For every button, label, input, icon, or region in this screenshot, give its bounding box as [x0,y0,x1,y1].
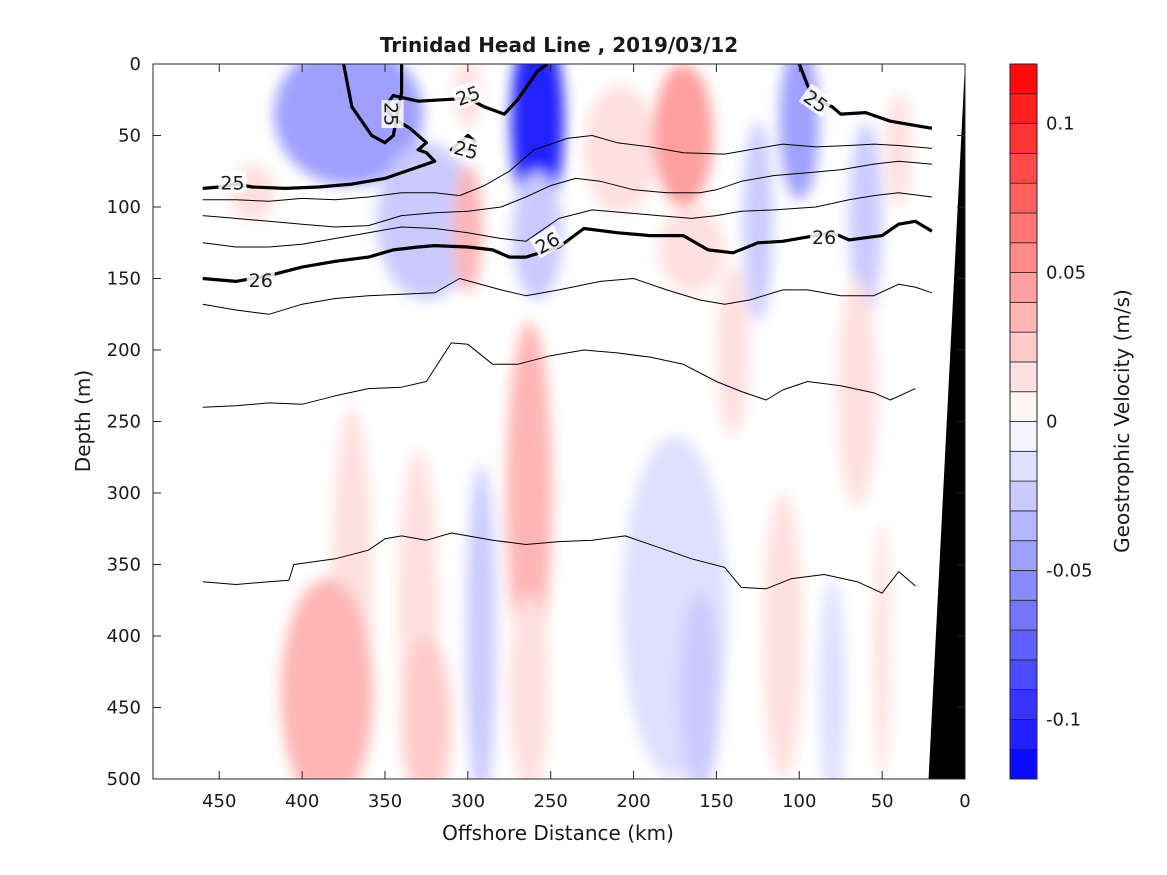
colorbar-swatch [1009,570,1038,601]
velocity-cell-24 [873,521,891,779]
contour-label-text: 26 [812,227,836,249]
y-tick-label: 0 [130,54,141,75]
colorbar-swatch [1009,599,1038,631]
velocity-cell-8 [658,207,725,293]
density-contour-7 [202,192,932,248]
colorbar-swatch [1009,719,1038,750]
y-tick-label: 150 [107,269,141,290]
y-tick-label: 200 [107,340,141,361]
velocity-field [229,64,912,779]
x-tick-label: 350 [368,791,402,812]
velocity-cell-25 [716,264,750,436]
contour-label-0: 25 [380,100,404,129]
chart-title: Trinidad Head Line , 2019/03/12 [380,33,738,57]
bathymetry-shape [928,64,965,779]
colorbar-swatch [1009,421,1038,452]
y-tick-label: 500 [107,769,141,790]
colorbar-swatch [1009,272,1038,303]
x-axis-label: Offshore Distance (km) [442,821,674,845]
velocity-cell-11 [849,121,883,322]
colorbar-swatch [1009,480,1038,512]
velocity-cell-1 [376,142,477,300]
velocity-cell-6 [583,85,657,215]
y-tick-label: 250 [107,412,141,433]
velocity-cell-14 [509,593,550,779]
velocity-cell-21 [679,593,720,779]
velocity-cell-22 [762,493,803,779]
colorbar-swatch [1009,510,1038,542]
colorbar-tick-label: 0.05 [1046,263,1086,284]
x-axis: 450 400 350 300 250 200 150 100 50 0 [202,64,971,812]
colorbar-tick-label: -0.1 [1046,709,1081,730]
density-contour-5 [202,135,932,202]
colorbar-swatch [1009,152,1038,184]
x-tick-label: 200 [616,791,650,812]
colorbar-swatch [1009,659,1038,691]
velocity-cell-26 [837,278,878,508]
x-tick-label: 150 [699,791,733,812]
colorbar: 0.1 0.05 0 -0.05 -0.1 [1009,63,1093,780]
colorbar-label: Geostrophic Velocity (m/s) [1110,289,1134,553]
velocity-cell-13 [505,321,553,665]
density-contour-0 [342,64,404,145]
colorbar-tick-label: 0.1 [1046,114,1075,135]
colorbar-swatch [1009,123,1038,154]
density-contour-1 [202,64,549,190]
y-tick-label: 50 [118,126,141,147]
contour-label-7: 26 [810,225,839,249]
x-tick-label: 100 [782,791,816,812]
colorbar-swatch [1009,361,1038,393]
colorbar-swatch [1009,301,1038,333]
y-tick-label: 450 [107,698,141,719]
x-tick-label: 250 [534,791,568,812]
density-contour-6 [202,160,932,228]
colorbar-swatch [1009,182,1038,214]
velocity-cell-9 [742,121,773,322]
y-tick-label: 300 [107,483,141,504]
y-tick-label: 400 [107,626,141,647]
velocity-cell-7 [653,64,714,207]
colorbar-swatch [1009,212,1038,244]
velocity-cell-12 [885,92,912,207]
y-tick-label: 100 [107,197,141,218]
velocity-cell-0 [273,64,424,186]
y-tick-label: 350 [107,555,141,576]
contour-label-text: 26 [249,270,273,292]
density-contour-10 [202,532,916,594]
colorbar-swatch [1009,748,1038,780]
velocity-cell-2 [452,164,483,293]
x-tick-label: 450 [202,791,236,812]
colorbar-swatch [1009,331,1038,363]
colorbar-swatch [1009,450,1038,482]
colorbar-tick-label: -0.05 [1046,560,1093,581]
velocity-cell-16 [280,578,374,779]
colorbar-frame [1009,63,1038,780]
colorbar-swatch [1009,629,1038,661]
x-tick-label: 400 [285,791,319,812]
colorbar-swatch [1009,63,1038,95]
colorbar-swatch [1009,93,1038,124]
x-tick-label: 0 [959,791,970,812]
colorbar-swatch [1009,540,1038,571]
x-tick-label: 50 [871,791,894,812]
contour-label-6: 26 [246,267,275,292]
contour-label-1: 25 [450,79,485,111]
colorbar-swatch [1009,391,1038,422]
density-contour-9 [202,342,916,408]
y-axis-label: Depth (m) [71,370,95,472]
velocity-cell-18 [401,636,452,779]
velocity-cell-23 [819,578,846,779]
contour-label-text: 25 [220,173,244,195]
contour-label-4: 25 [218,170,247,195]
colorbar-tick-label: 0 [1046,412,1057,433]
y-axis: 0 50 100 150 200 250 300 350 400 450 500 [107,54,965,790]
colorbar-swatch [1009,689,1038,720]
density-contour-8 [202,278,933,315]
velocity-cell-19 [466,464,497,779]
x-tick-label: 300 [451,791,485,812]
contour-label-text: 25 [380,102,402,126]
colorbar-swatch [1009,242,1038,273]
